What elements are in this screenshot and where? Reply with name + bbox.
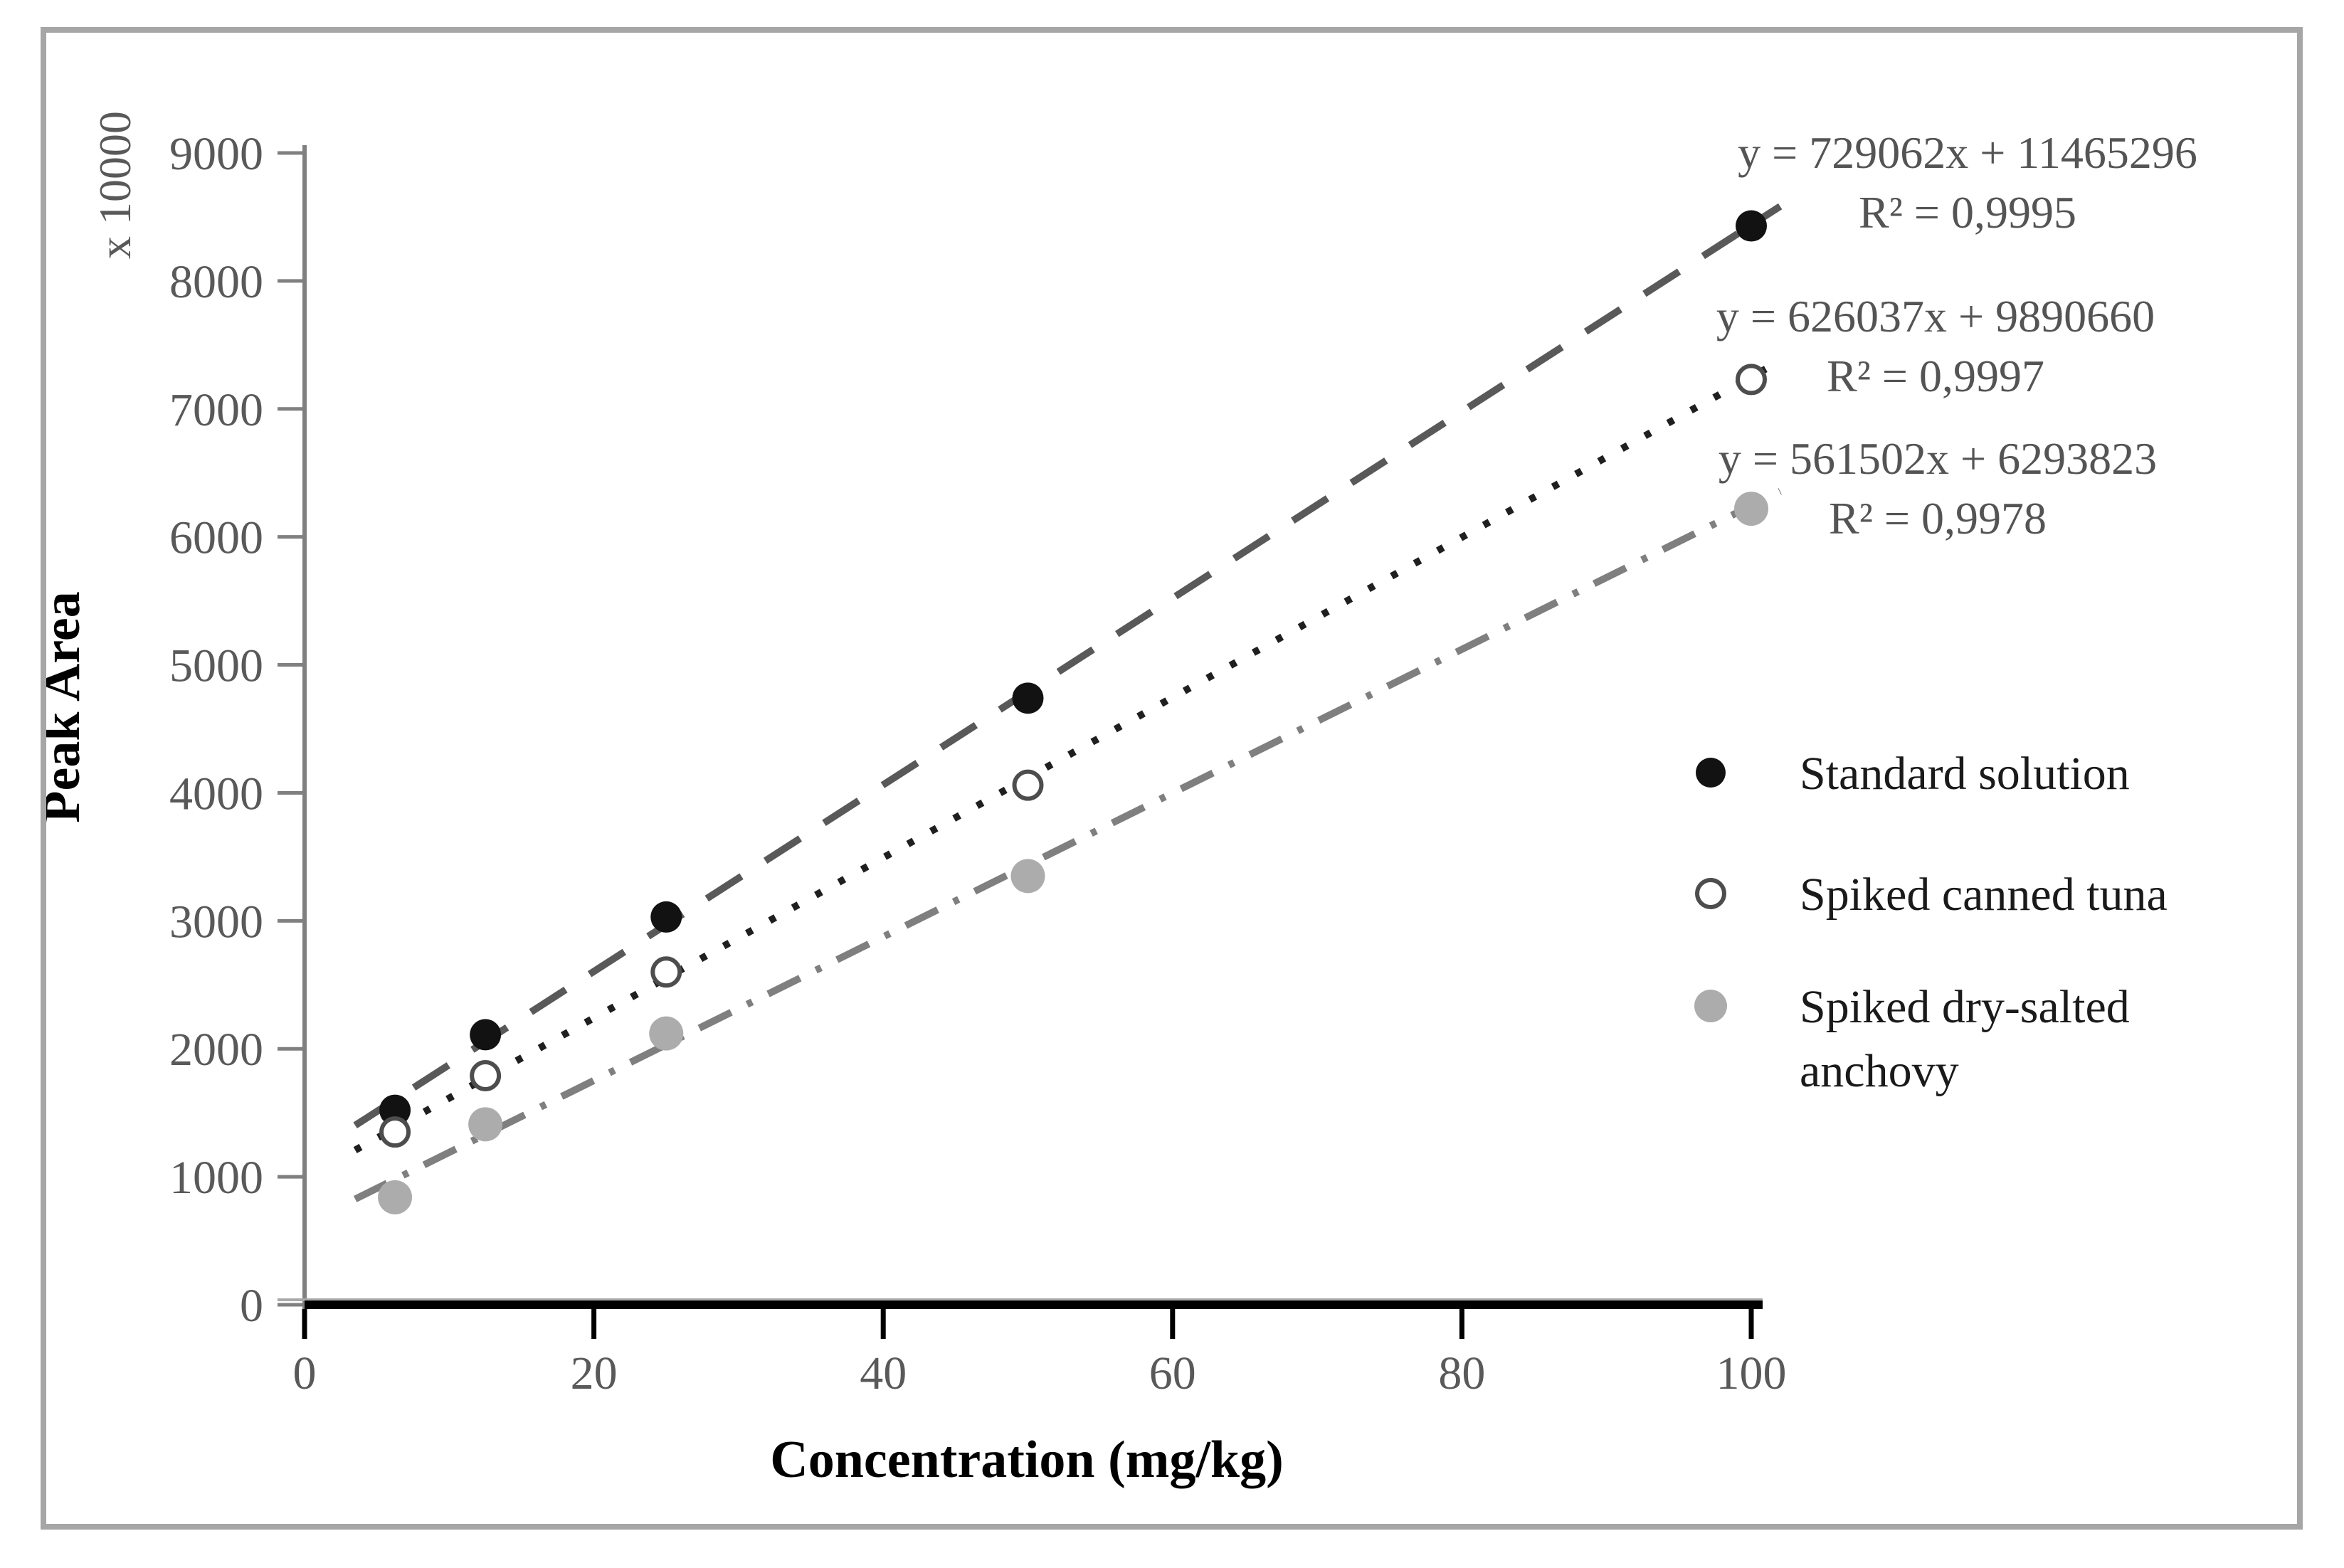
r2-spiked-canned-tuna: R² = 0,9997 bbox=[1827, 351, 2044, 401]
data-point-series-1-x-100 bbox=[1736, 364, 1767, 396]
trendline-dashdot-series-2 bbox=[353, 488, 1782, 1202]
data-point-series-0-x-12.5 bbox=[470, 1019, 502, 1051]
x-tick-label-0: 0 bbox=[293, 1347, 317, 1399]
legend-label-standard-solution: Standard solution bbox=[1800, 748, 2130, 800]
data-point-series-2-x-25 bbox=[649, 1016, 684, 1051]
data-point-series-0-x-25 bbox=[650, 901, 682, 933]
x-tick-label-80: 80 bbox=[1438, 1347, 1485, 1399]
x-axis-title: Concentration (mg/kg) bbox=[770, 1431, 1283, 1489]
data-point-series-2-x-100 bbox=[1734, 492, 1768, 526]
data-point-series-1-x-50 bbox=[1012, 769, 1044, 801]
legend-label-spiked-canned-tuna: Spiked canned tuna bbox=[1800, 869, 2168, 921]
equation-spiked-dry-salted-anchovy: y = 561502x + 6293823 bbox=[1719, 433, 2157, 484]
x-tick-label-40: 40 bbox=[860, 1347, 907, 1399]
figure-frame: 0 1000 2000 3000 4000 5000 6000 7000 8000 9000 0 20… bbox=[41, 27, 2303, 1530]
data-point-series-0-x-50 bbox=[1012, 682, 1044, 714]
y-tick-label-3000: 3000 bbox=[169, 896, 263, 948]
y-tick-label-9000: 9000 bbox=[169, 128, 263, 180]
y-tick-label-4000: 4000 bbox=[169, 768, 263, 820]
legend-marker-spiked-canned-tuna bbox=[1695, 878, 1726, 909]
x-tick-label-60: 60 bbox=[1149, 1347, 1196, 1399]
y-tick-label-8000: 8000 bbox=[169, 256, 263, 308]
data-point-series-2-x-6.25 bbox=[378, 1180, 413, 1214]
legend-marker-spiked-dry-salted-anchovy bbox=[1694, 990, 1727, 1022]
y-axis-title: Peak Area bbox=[46, 591, 91, 822]
trendline-dashed-series-0 bbox=[353, 203, 1783, 1129]
y-tick-label-5000: 5000 bbox=[169, 640, 263, 692]
y-axis-multiplier-label: x 10000 bbox=[90, 111, 140, 259]
x-tick-label-20: 20 bbox=[571, 1347, 618, 1399]
data-point-series-1-x-12.5 bbox=[470, 1059, 502, 1091]
r2-standard-solution: R² = 0,9995 bbox=[1859, 187, 2076, 238]
data-point-series-0-x-6.25 bbox=[379, 1094, 411, 1126]
y-tick-label-1000: 1000 bbox=[169, 1152, 263, 1204]
y-tick-label-7000: 7000 bbox=[169, 384, 263, 436]
chart-plot-area: 0 1000 2000 3000 4000 5000 6000 7000 8000 9000 0 20… bbox=[169, 128, 1787, 1399]
data-point-series-0-x-100 bbox=[1736, 210, 1767, 242]
r2-spiked-dry-salted-anchovy: R² = 0,9978 bbox=[1829, 493, 2047, 544]
legend: Standard solution Spiked canned tuna Spi… bbox=[1694, 748, 2168, 1097]
data-point-series-2-x-12.5 bbox=[468, 1107, 503, 1142]
data-point-series-1-x-6.25 bbox=[379, 1116, 411, 1148]
legend-label-spiked-dry-salted-anchovy-line2: anchovy bbox=[1800, 1045, 1959, 1097]
data-point-series-2-x-50 bbox=[1010, 859, 1045, 894]
data-point-series-1-x-25 bbox=[650, 956, 682, 988]
trendline-dotted-series-1 bbox=[353, 358, 1783, 1154]
equation-spiked-canned-tuna: y = 626037x + 9890660 bbox=[1716, 291, 2155, 341]
y-tick-label-2000: 2000 bbox=[169, 1024, 263, 1076]
x-tick-label-100: 100 bbox=[1716, 1347, 1787, 1399]
legend-label-spiked-dry-salted-anchovy-line1: Spiked dry-salted bbox=[1800, 981, 2130, 1033]
calibration-curves-chart: 0 1000 2000 3000 4000 5000 6000 7000 8000 9000 0 20… bbox=[46, 111, 2197, 1489]
y-tick-label-0: 0 bbox=[240, 1280, 263, 1332]
equation-standard-solution: y = 729062x + 11465296 bbox=[1738, 127, 2197, 178]
legend-marker-standard-solution bbox=[1696, 758, 1726, 788]
y-tick-label-6000: 6000 bbox=[169, 512, 263, 564]
